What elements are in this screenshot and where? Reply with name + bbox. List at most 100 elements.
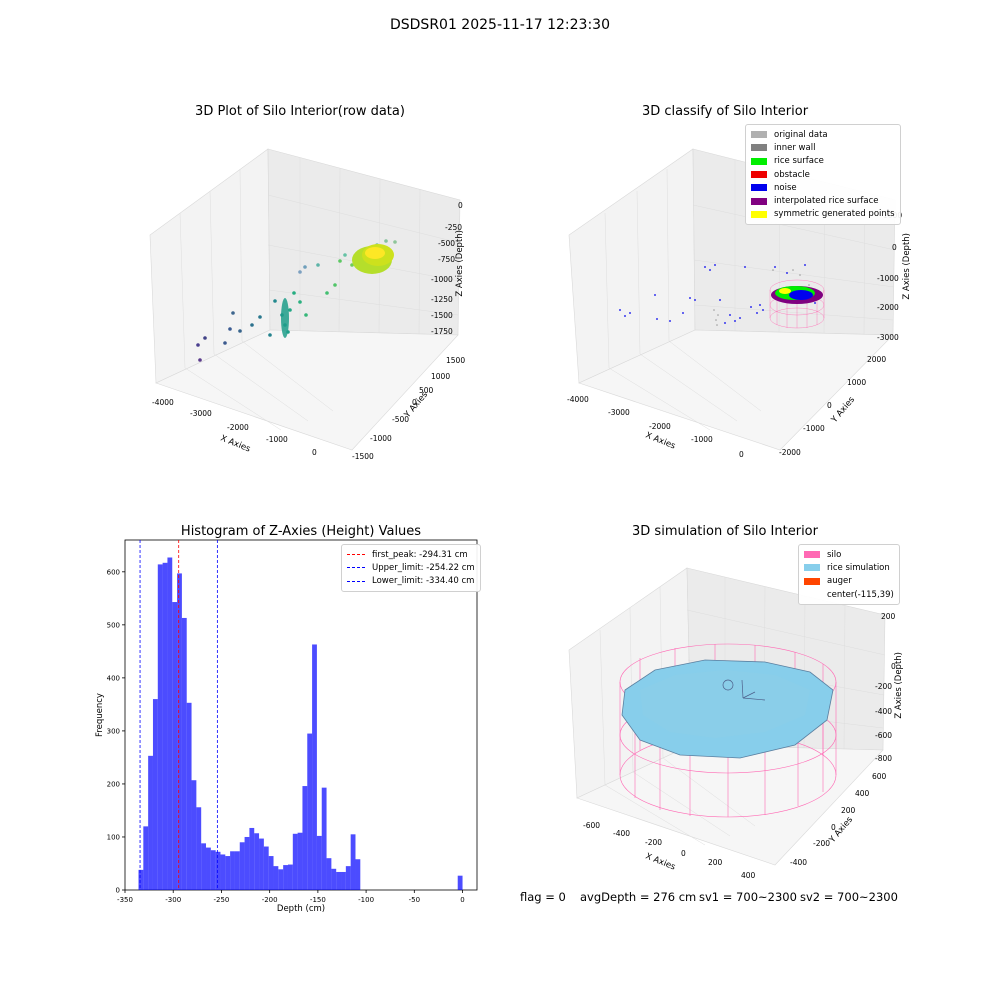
- raw-xtick: -4000: [152, 398, 174, 407]
- hist-bar: [312, 644, 317, 890]
- hist-bar: [350, 834, 356, 890]
- hist-legend: first_peak: -294.31 cm Upper_limit: -254…: [341, 544, 481, 592]
- legend-swatch: [804, 591, 820, 598]
- hist-bar: [268, 856, 274, 890]
- figure-title: DSDSR01 2025-11-17 12:23:30: [389, 17, 610, 33]
- raw-ztick: -1500: [431, 311, 453, 320]
- hist-bar: [287, 864, 293, 890]
- hist-bar: [206, 847, 211, 890]
- raw-y-ticks: -1500 -1000 -500 0 500 1000 1500: [352, 356, 465, 461]
- sim-ztick: 200: [881, 612, 896, 621]
- hist-bar: [172, 602, 178, 890]
- sim-panel-title: 3D simulation of Silo Interior: [632, 524, 818, 539]
- hist-xtick-label: -50: [409, 896, 420, 904]
- hist-bar: [316, 835, 322, 890]
- classify-wall-points: [713, 269, 810, 326]
- sim-rice-surface: [621, 659, 834, 759]
- raw-ztick: -500: [438, 239, 455, 248]
- hist-y-axis-label: Frequency: [95, 693, 105, 737]
- raw-ztick: 0: [458, 201, 463, 210]
- classify-rice-surface: [771, 286, 823, 304]
- hist-bar: [249, 827, 255, 890]
- classify-y-ticks: -2000 -1000 0 1000 2000: [779, 355, 886, 457]
- classify-ztick: -3000: [877, 333, 899, 342]
- hist-ytick-label: 100: [107, 833, 120, 841]
- legend-line: [347, 554, 365, 556]
- hist-bar: [273, 866, 279, 890]
- legend-item: rice surface: [751, 155, 895, 168]
- sim-ztick: -200: [875, 682, 892, 691]
- hist-bar: [336, 871, 342, 890]
- sim-ytick: 0: [831, 823, 836, 832]
- legend-label: original data: [774, 129, 828, 140]
- legend-label: interpolated rice surface: [774, 196, 879, 207]
- legend-swatch: [751, 131, 767, 139]
- hist-bar: [230, 851, 235, 890]
- hist-bar: [326, 858, 332, 890]
- raw-panel-title: 3D Plot of Silo Interior(row data): [195, 104, 405, 119]
- classify-xtick: -1000: [691, 435, 713, 444]
- sim-xtick: 0: [681, 849, 686, 858]
- raw-3d-plot: -4000 -3000 -2000 -1000 0 X Axies -1500 …: [149, 148, 465, 461]
- hist-bar: [254, 833, 260, 890]
- legend-label: first_peak: -294.31 cm: [372, 549, 468, 560]
- legend-item: obstacle: [751, 168, 895, 181]
- legend-item: auger: [804, 575, 894, 588]
- sim-ytick: -400: [790, 858, 807, 867]
- sim-ztick: -800: [875, 754, 892, 763]
- raw-ytick: -1500: [352, 452, 374, 461]
- legend-label: silo: [827, 549, 842, 560]
- legend-swatch: [804, 551, 820, 559]
- hist-ytick-label: 400: [107, 674, 120, 682]
- hist-bar: [292, 833, 298, 890]
- sim-legend: silo rice simulation auger center(-115,3…: [798, 544, 900, 606]
- raw-ytick: 500: [419, 386, 434, 395]
- legend-label: Lower_limit: -334.40 cm: [372, 576, 475, 587]
- hist-bar: [321, 787, 327, 890]
- hist-bar: [355, 859, 361, 890]
- raw-points: [196, 239, 397, 362]
- hist-bar: [177, 573, 182, 890]
- legend-swatch: [804, 564, 820, 572]
- sim-xtick: -400: [613, 829, 630, 838]
- classify-ytick: -1000: [803, 424, 825, 433]
- raw-ztick: -1250: [431, 295, 453, 304]
- sim-z-ticks: 200 0 -200 -400 -600 -800: [875, 612, 896, 763]
- sv2-text: sv2 = 700~2300: [800, 890, 898, 904]
- hist-bar: [263, 846, 269, 890]
- raw-ytick: 1000: [431, 372, 450, 381]
- legend-label: noise: [774, 182, 797, 193]
- hist-bar: [331, 868, 337, 890]
- avg-depth-text: avgDepth = 276 cm: [580, 890, 697, 904]
- hist-bar: [215, 851, 221, 890]
- raw-xtick: 0: [312, 448, 317, 457]
- legend-item: silo: [804, 548, 894, 561]
- hist-bar: [283, 865, 288, 890]
- sim-xtick: -200: [645, 838, 662, 847]
- hist-bar: [225, 856, 231, 890]
- legend-label: rice simulation: [827, 562, 890, 573]
- sim-x-ticks: -600 -400 -200 0 200 400: [583, 821, 756, 880]
- classify-ytick: 0: [827, 401, 832, 410]
- legend-line: [347, 567, 365, 569]
- sim-ztick: -600: [875, 731, 892, 740]
- raw-ytick: 0: [412, 398, 417, 407]
- classify-xtick: -3000: [608, 408, 630, 417]
- raw-xtick: -2000: [227, 423, 249, 432]
- classify-ztick: -1000: [877, 274, 899, 283]
- hist-bar: [341, 871, 346, 890]
- classify-legend: original data inner wall rice surface ob…: [745, 124, 901, 226]
- legend-swatch: [751, 157, 767, 165]
- sim-xtick: -600: [583, 821, 600, 830]
- sim-ytick: 400: [855, 789, 870, 798]
- raw-ztick: -1000: [431, 275, 453, 284]
- classify-x-ticks: -4000 -3000 -2000 -1000 0: [567, 395, 744, 459]
- hist-panel-title: Histogram of Z-Axies (Height) Values: [180, 524, 422, 539]
- hist-bar: [157, 564, 163, 890]
- classify-xtick: -2000: [649, 422, 671, 431]
- hist-bar: [239, 842, 245, 890]
- hist-xtick-label: -300: [165, 896, 181, 904]
- hist-bar: [191, 780, 197, 890]
- raw-panes: [149, 148, 461, 451]
- sv1-text: sv1 = 700~2300: [699, 890, 797, 904]
